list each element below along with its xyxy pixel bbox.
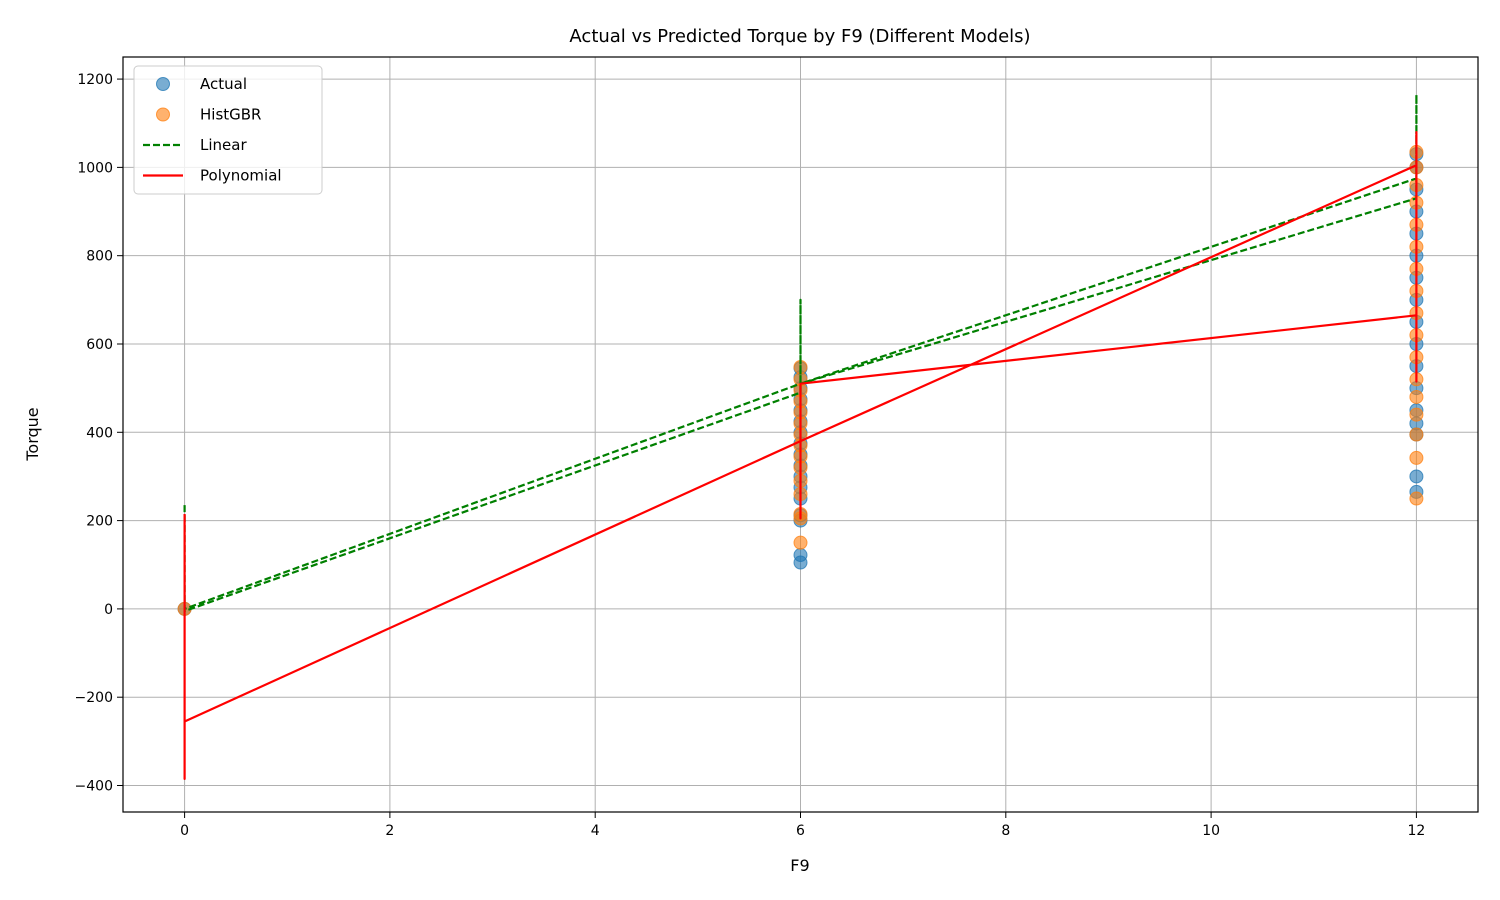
x-tick-label: 12 — [1407, 823, 1425, 839]
legend-label-histgbr: HistGBR — [200, 106, 261, 124]
histgbr-point — [1409, 389, 1424, 404]
x-tick-label: 2 — [385, 823, 394, 839]
legend-swatch-histgbr — [156, 107, 170, 122]
legend-swatch-actual — [156, 77, 170, 91]
axis-ticks: 0 2 4 6 8 10 12 −400 −200 0 200 400 600 800 1000 1200 — [75, 72, 1426, 839]
polynomial-line — [183, 131, 1418, 780]
y-tick-label: 0 — [104, 602, 113, 618]
plot-marks — [177, 93, 1424, 780]
legend-box — [133, 65, 323, 195]
y-tick-label: 200 — [86, 514, 113, 530]
histgbr-point — [1409, 427, 1424, 442]
actual-point — [793, 548, 808, 563]
chart-title: Actual vs Predicted Torque by F9 (Differ… — [569, 26, 1030, 47]
y-tick-label: 1200 — [77, 72, 113, 88]
y-axis-label: Torque — [23, 407, 42, 461]
x-tick-label: 8 — [1001, 823, 1010, 839]
histgbr-point — [1409, 450, 1424, 465]
x-tick-label: 6 — [796, 823, 805, 839]
histgbr-point — [1409, 491, 1424, 506]
y-tick-label: 1000 — [77, 160, 113, 176]
legend-label-actual: Actual — [200, 75, 247, 93]
x-tick-label: 0 — [180, 823, 189, 839]
y-tick-label: 800 — [86, 249, 113, 265]
y-tick-label: 400 — [86, 425, 113, 441]
actual-point — [1409, 469, 1424, 484]
x-axis-label: F9 — [790, 856, 809, 875]
linear-line — [183, 93, 1418, 613]
legend-label-polynomial: Polynomial — [200, 167, 282, 185]
histgbr-point — [1409, 407, 1424, 422]
x-tick-label: 4 — [591, 823, 600, 839]
histgbr-point — [793, 535, 808, 550]
legend-label-linear: Linear — [200, 136, 247, 154]
x-tick-label: 10 — [1202, 823, 1220, 839]
y-tick-label: 600 — [86, 337, 113, 353]
y-tick-label: −200 — [75, 690, 113, 706]
y-tick-label: −400 — [75, 779, 113, 795]
legend: Actual HistGBR Linear Polynomial — [133, 65, 323, 195]
